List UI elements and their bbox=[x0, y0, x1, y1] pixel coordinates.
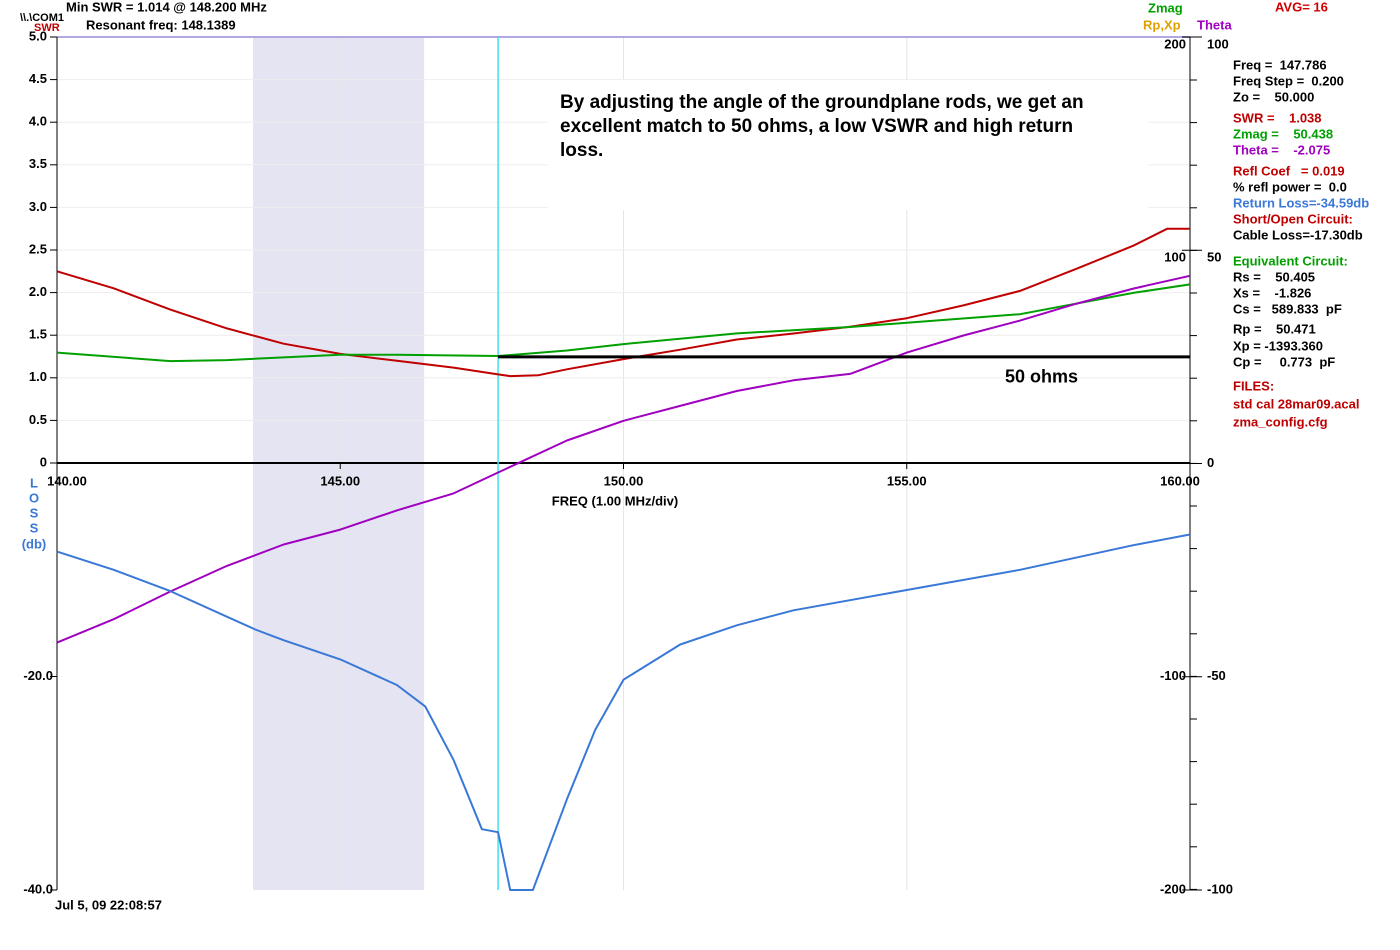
series-line bbox=[56, 283, 1191, 363]
header-text: Resonant freq: 148.1389 bbox=[86, 17, 236, 32]
readout-line: Xp = -1393.360 bbox=[1233, 338, 1323, 353]
theta-tick-label: 0 bbox=[1207, 455, 1214, 470]
z-tick-label: -100 bbox=[1160, 668, 1186, 683]
series-line bbox=[56, 274, 1191, 644]
readout-line: Xs = -1.826 bbox=[1233, 285, 1311, 300]
loss-label: O bbox=[29, 490, 39, 505]
x-tick-label: 145.00 bbox=[320, 473, 360, 488]
readout-line: SWR = 1.038 bbox=[1233, 110, 1322, 125]
readout-line: std cal 28mar09.acal bbox=[1233, 396, 1359, 411]
x-tick-label: 155.00 bbox=[887, 473, 927, 488]
theta-tick-label: -50 bbox=[1207, 668, 1226, 683]
readout-line: Cs = 589.833 pF bbox=[1233, 301, 1342, 316]
readout-line: Cp = 0.773 pF bbox=[1233, 354, 1335, 369]
y-tick-label: 3.5 bbox=[29, 156, 47, 171]
loss-label: (db) bbox=[22, 536, 47, 551]
theta-tick-label: -100 bbox=[1207, 881, 1233, 896]
readout-line: Zmag = 50.438 bbox=[1233, 126, 1333, 141]
theta-tick-label: 100 bbox=[1207, 36, 1229, 51]
series-line bbox=[56, 227, 1190, 378]
loss-label: S bbox=[30, 520, 39, 535]
readout-line: Return Loss=-34.59db bbox=[1233, 195, 1369, 210]
loss-tick-label: -20.0 bbox=[23, 668, 53, 683]
z-tick-label: 200 bbox=[1164, 36, 1186, 51]
y-tick-label: 0 bbox=[40, 454, 47, 469]
y-tick-label: 4.0 bbox=[29, 114, 47, 129]
loss-tick-label: -40.0 bbox=[23, 881, 53, 896]
y-tick-label: 3.0 bbox=[29, 199, 47, 214]
readout-line: Equivalent Circuit: bbox=[1233, 253, 1348, 268]
series-line bbox=[56, 533, 1191, 891]
annotation-line: By adjusting the angle of the groundplan… bbox=[560, 92, 1084, 113]
readout-line: Refl Coef = 0.019 bbox=[1233, 163, 1345, 178]
reference-label: 50 ohms bbox=[1005, 367, 1078, 387]
y-tick-label: 1.5 bbox=[29, 327, 47, 342]
theta-tick-label: 50 bbox=[1207, 250, 1221, 265]
y-tick-label: 4.5 bbox=[29, 71, 47, 86]
readout-line: % refl power = 0.0 bbox=[1233, 179, 1347, 194]
x-axis-label: FREQ (1.00 MHz/div) bbox=[552, 493, 678, 508]
loss-label: L bbox=[30, 475, 38, 490]
z-tick-label: 100 bbox=[1164, 250, 1186, 265]
readout-line: Short/Open Circuit: bbox=[1233, 211, 1353, 226]
annotation-box bbox=[548, 80, 1148, 210]
legend-label: Zmag bbox=[1148, 0, 1183, 15]
readout-line: Freq = 147.786 bbox=[1233, 57, 1327, 72]
timestamp: Jul 5, 09 22:08:57 bbox=[55, 897, 162, 912]
legend-label: Rp,Xp bbox=[1143, 17, 1181, 32]
header-text: Min SWR = 1.014 @ 148.200 MHz bbox=[66, 0, 267, 14]
legend-label: Theta bbox=[1197, 17, 1232, 32]
loss-label: S bbox=[30, 505, 39, 520]
readout-line: Rs = 50.405 bbox=[1233, 269, 1315, 284]
readout-line: Freq Step = 0.200 bbox=[1233, 73, 1344, 88]
readout-line: Cable Loss=-17.30db bbox=[1233, 227, 1363, 242]
z-tick-label: -200 bbox=[1160, 881, 1186, 896]
x-tick-label: 140.00 bbox=[47, 473, 87, 488]
annotation-line: loss. bbox=[560, 140, 603, 161]
readout-line: zma_config.cfg bbox=[1233, 414, 1328, 429]
header-text: \\.\COM1 bbox=[20, 12, 64, 24]
x-tick-label: 160.00 bbox=[1160, 473, 1200, 488]
annotation-line: excellent match to 50 ohms, a low VSWR a… bbox=[560, 116, 1073, 137]
y-tick-label: 5.0 bbox=[29, 28, 47, 43]
readout-line: Theta = -2.075 bbox=[1233, 142, 1330, 157]
readout-line: Rp = 50.471 bbox=[1233, 321, 1316, 336]
legend-label: AVG= 16 bbox=[1275, 0, 1328, 14]
y-tick-label: 2.0 bbox=[29, 284, 47, 299]
y-tick-label: 0.5 bbox=[29, 412, 47, 427]
readout-line: Zo = 50.000 bbox=[1233, 89, 1314, 104]
x-tick-label: 150.00 bbox=[604, 473, 644, 488]
y-tick-label: 1.0 bbox=[29, 369, 47, 384]
readout-line: FILES: bbox=[1233, 378, 1274, 393]
header-text: SWR bbox=[34, 22, 60, 34]
y-tick-label: 2.5 bbox=[29, 241, 47, 256]
